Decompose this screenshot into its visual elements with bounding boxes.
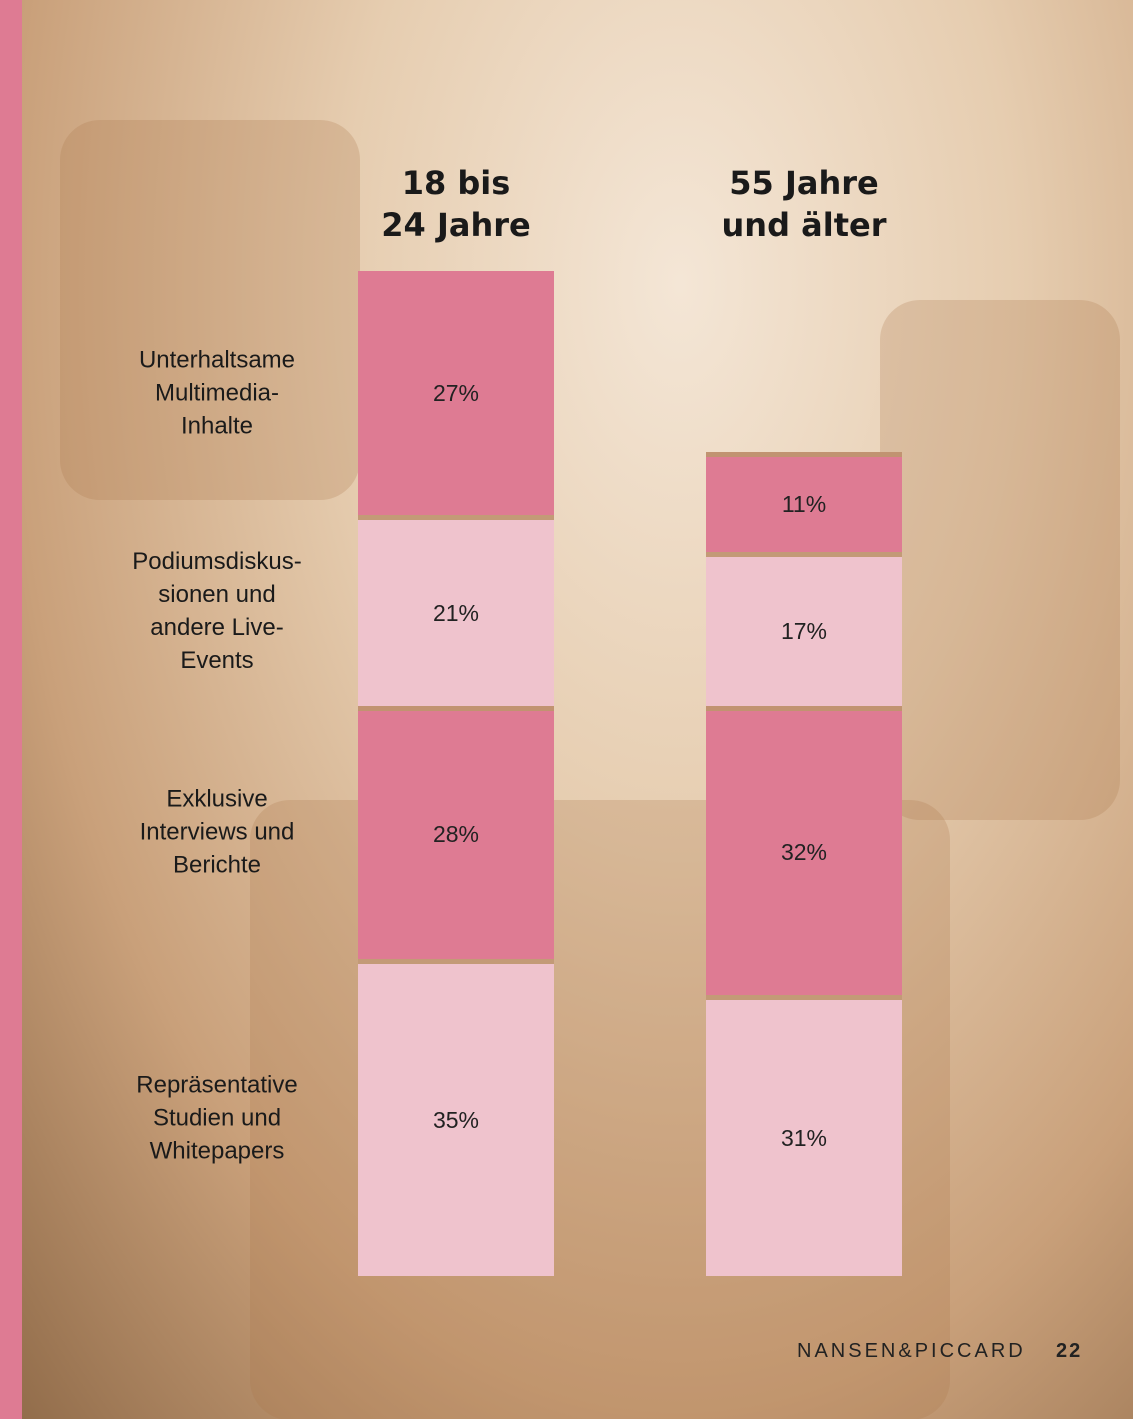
bar-segment: 28% (358, 706, 554, 960)
series-label: Unterhaltsame Multimedia- Inhalte (97, 344, 337, 443)
bar-segment: 32% (706, 706, 902, 996)
value-label: 11% (782, 491, 826, 518)
brand: NANSEN&PICCARD (797, 1340, 1026, 1363)
bar-segment: 35% (358, 959, 554, 1276)
bar-segment: 21% (358, 515, 554, 705)
value-label: 35% (433, 1107, 479, 1134)
series-label: Exklusive Interviews und Berichte (97, 783, 337, 882)
bg-shape (880, 300, 1120, 820)
category-label: 55 Jahre und älter (674, 162, 934, 246)
page-number: 22 (1056, 1340, 1082, 1363)
bar-segment: 27% (358, 271, 554, 515)
bg-shape (60, 120, 360, 500)
bar-segment: 11% (706, 452, 902, 552)
value-label: 28% (433, 821, 479, 848)
value-label: 27% (433, 380, 479, 407)
series-label: Repräsentative Studien und Whitepapers (97, 1068, 337, 1167)
bar-segment: 17% (706, 552, 902, 706)
side-strip (0, 0, 22, 1419)
page: NANSEN&PICCARD 22 18 bis 24 Jahre 27% Unte… (0, 0, 1133, 1419)
value-label: 32% (781, 839, 827, 866)
bar-segment: 31% (706, 995, 902, 1276)
value-label: 21% (433, 600, 479, 627)
value-label: 17% (781, 618, 827, 645)
category-label: 18 bis 24 Jahre (326, 162, 586, 246)
value-label: 31% (781, 1125, 827, 1152)
series-label: Podiumsdiskus- sionen und andere Live- E… (97, 545, 337, 677)
